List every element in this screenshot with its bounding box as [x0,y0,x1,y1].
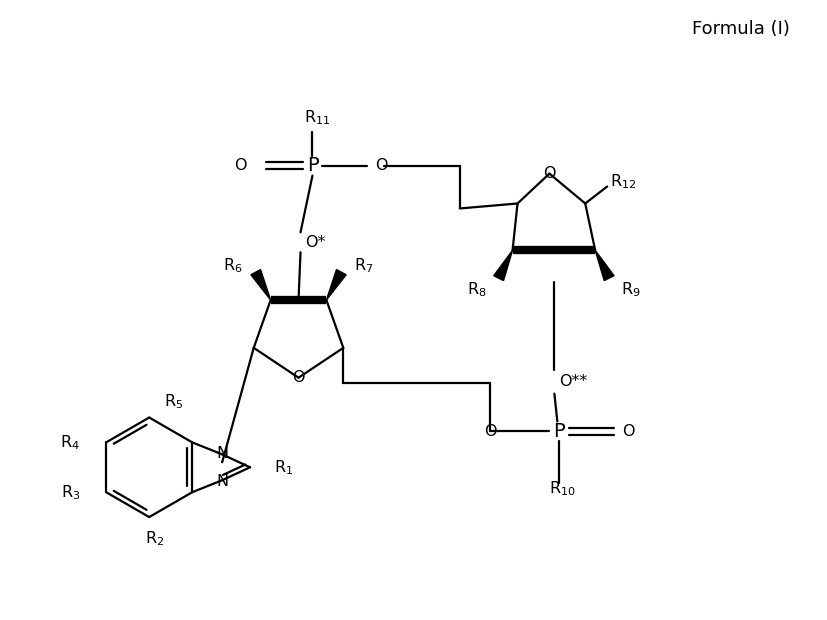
Polygon shape [493,250,512,281]
Text: O*: O* [305,235,326,250]
Text: N: N [216,446,228,461]
Text: R$_{11}$: R$_{11}$ [304,108,330,127]
Text: P: P [306,156,318,175]
Text: R$_{12}$: R$_{12}$ [609,172,636,191]
Text: O: O [543,166,555,181]
Polygon shape [251,270,270,300]
Text: N: N [216,474,228,489]
Text: R$_4$: R$_4$ [60,433,80,452]
Text: R$_6$: R$_6$ [223,256,242,275]
Text: O: O [292,370,304,385]
Text: O: O [484,424,496,439]
Text: O: O [375,158,387,173]
Polygon shape [595,250,614,281]
Text: R$_3$: R$_3$ [60,483,80,502]
Text: R$_{10}$: R$_{10}$ [548,479,575,497]
Text: R$_7$: R$_7$ [354,256,373,275]
Text: R$_1$: R$_1$ [274,458,293,477]
Text: O**: O** [559,374,587,389]
Text: P: P [553,422,565,441]
Text: Formula (I): Formula (I) [691,20,789,38]
Text: R$_5$: R$_5$ [164,392,183,411]
Polygon shape [326,270,346,300]
Text: R$_2$: R$_2$ [145,529,164,548]
Text: O: O [621,424,633,439]
Text: R$_8$: R$_8$ [466,281,486,299]
Text: O: O [234,158,246,173]
Text: R$_9$: R$_9$ [620,281,640,299]
